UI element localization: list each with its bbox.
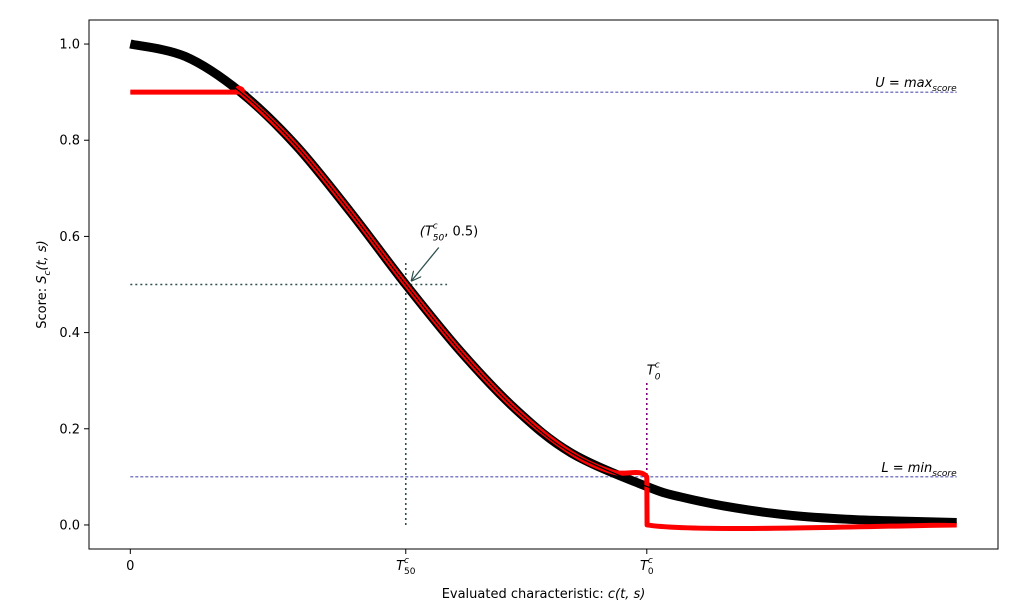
series-line-1 bbox=[130, 85, 957, 532]
hline-label-0: U = maxscore bbox=[875, 76, 957, 94]
annotation-1: Tc 0 bbox=[647, 361, 661, 383]
y-tick-label-0: 0.0 bbox=[59, 518, 80, 533]
annotation-0: (Tc 50, 0.5) bbox=[420, 222, 478, 244]
chart-text: U = maxscore L = minscore 0.0 0.2 0.4 0.6 0.8 1… bbox=[35, 38, 957, 602]
y-tick-label-1: 0.2 bbox=[59, 422, 80, 437]
axes bbox=[84, 19, 999, 554]
axes-frame bbox=[88, 19, 999, 550]
y-tick-label-5: 1.0 bbox=[59, 38, 80, 53]
series-line-0-core bbox=[130, 43, 957, 524]
plot-area bbox=[129, 39, 957, 532]
y-tick-label-2: 0.4 bbox=[59, 326, 80, 341]
x-axis-label: Evaluated characteristic: c(t, s) bbox=[442, 587, 646, 602]
series-line-0 bbox=[129, 39, 957, 528]
y-axis-label: Score: Sc(t, s) bbox=[35, 240, 53, 328]
y-tick-label-3: 0.6 bbox=[59, 230, 80, 245]
hline-label-1: L = minscore bbox=[881, 461, 957, 479]
annotation-arrow-0 bbox=[412, 247, 440, 281]
x-tick-label-1: Tc 50 bbox=[396, 556, 416, 577]
x-tick-label-2: Tc 0 bbox=[640, 556, 654, 577]
x-tick-label-0: 0 bbox=[126, 559, 134, 574]
y-tick-label-4: 0.8 bbox=[59, 134, 80, 149]
